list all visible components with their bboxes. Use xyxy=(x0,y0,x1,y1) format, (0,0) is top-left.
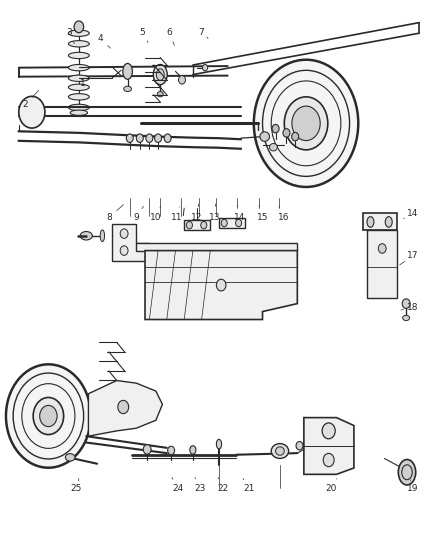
Ellipse shape xyxy=(118,400,129,414)
Ellipse shape xyxy=(33,398,64,434)
Ellipse shape xyxy=(68,104,89,111)
Ellipse shape xyxy=(136,134,143,142)
Ellipse shape xyxy=(398,459,416,485)
Text: 21: 21 xyxy=(244,483,255,492)
Ellipse shape xyxy=(65,454,75,461)
Ellipse shape xyxy=(296,441,303,450)
Polygon shape xyxy=(145,251,297,319)
Ellipse shape xyxy=(202,64,208,71)
Text: 10: 10 xyxy=(150,213,162,222)
Ellipse shape xyxy=(221,219,227,227)
Ellipse shape xyxy=(124,86,131,92)
Polygon shape xyxy=(219,217,245,228)
Text: 25: 25 xyxy=(71,483,82,492)
Ellipse shape xyxy=(236,219,242,227)
Ellipse shape xyxy=(403,316,410,320)
Ellipse shape xyxy=(283,128,290,137)
Ellipse shape xyxy=(153,64,167,85)
Ellipse shape xyxy=(402,299,410,309)
Polygon shape xyxy=(88,381,162,436)
Ellipse shape xyxy=(68,75,89,82)
Ellipse shape xyxy=(271,443,289,458)
Ellipse shape xyxy=(68,84,89,91)
Ellipse shape xyxy=(100,230,105,241)
Text: 2: 2 xyxy=(22,100,28,109)
Ellipse shape xyxy=(156,69,164,80)
Ellipse shape xyxy=(276,447,284,455)
Text: 3: 3 xyxy=(66,28,72,37)
Polygon shape xyxy=(184,220,210,230)
Ellipse shape xyxy=(292,106,320,141)
Polygon shape xyxy=(363,214,397,230)
Ellipse shape xyxy=(120,246,128,255)
Text: 18: 18 xyxy=(407,303,418,312)
Ellipse shape xyxy=(168,446,175,455)
Text: 6: 6 xyxy=(166,28,172,37)
Ellipse shape xyxy=(164,134,171,142)
Ellipse shape xyxy=(377,231,384,240)
Text: 7: 7 xyxy=(199,28,205,37)
Ellipse shape xyxy=(68,52,89,59)
Ellipse shape xyxy=(367,216,374,227)
Text: 8: 8 xyxy=(106,213,112,222)
Ellipse shape xyxy=(376,246,385,252)
Ellipse shape xyxy=(6,365,91,468)
Text: 23: 23 xyxy=(194,483,205,492)
Text: 11: 11 xyxy=(170,213,182,222)
Polygon shape xyxy=(304,418,354,474)
Ellipse shape xyxy=(322,423,335,439)
Ellipse shape xyxy=(123,63,132,79)
Ellipse shape xyxy=(157,92,163,97)
Text: 5: 5 xyxy=(139,28,145,37)
Ellipse shape xyxy=(179,76,185,84)
Ellipse shape xyxy=(120,229,128,238)
Ellipse shape xyxy=(40,406,57,426)
Text: 9: 9 xyxy=(134,213,139,222)
Text: 4: 4 xyxy=(98,34,103,43)
Ellipse shape xyxy=(68,30,89,36)
Ellipse shape xyxy=(292,132,299,141)
Text: 16: 16 xyxy=(278,213,289,222)
Ellipse shape xyxy=(155,134,162,142)
Ellipse shape xyxy=(74,21,84,33)
Ellipse shape xyxy=(378,244,386,253)
Text: 1: 1 xyxy=(80,79,86,88)
Ellipse shape xyxy=(126,134,133,142)
Text: 15: 15 xyxy=(257,213,268,222)
Ellipse shape xyxy=(68,64,89,71)
Ellipse shape xyxy=(272,124,279,133)
Text: 22: 22 xyxy=(218,483,229,492)
Ellipse shape xyxy=(201,221,207,229)
Text: 19: 19 xyxy=(407,483,418,492)
Ellipse shape xyxy=(269,143,277,151)
Ellipse shape xyxy=(146,134,153,142)
Text: 20: 20 xyxy=(325,483,337,492)
Text: 24: 24 xyxy=(173,483,184,492)
Ellipse shape xyxy=(19,96,45,128)
Ellipse shape xyxy=(385,216,392,227)
Text: 17: 17 xyxy=(407,252,418,261)
Polygon shape xyxy=(113,224,149,261)
Ellipse shape xyxy=(70,110,88,115)
Ellipse shape xyxy=(254,60,358,187)
Ellipse shape xyxy=(323,454,334,467)
Ellipse shape xyxy=(186,221,192,229)
Ellipse shape xyxy=(260,132,269,141)
Text: 14: 14 xyxy=(407,209,418,218)
Polygon shape xyxy=(367,230,397,298)
Ellipse shape xyxy=(216,279,226,291)
Polygon shape xyxy=(136,243,297,251)
Ellipse shape xyxy=(68,41,89,47)
Ellipse shape xyxy=(216,439,222,449)
Ellipse shape xyxy=(80,231,92,240)
Text: 13: 13 xyxy=(209,213,220,222)
Ellipse shape xyxy=(284,97,328,150)
Ellipse shape xyxy=(190,446,196,454)
Ellipse shape xyxy=(68,94,89,100)
Text: 12: 12 xyxy=(191,213,202,222)
Ellipse shape xyxy=(143,445,151,454)
Text: 14: 14 xyxy=(234,213,246,222)
